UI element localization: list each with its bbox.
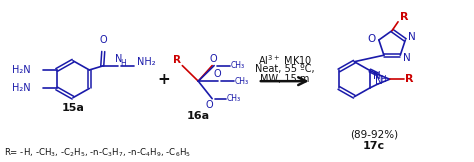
Text: N: N xyxy=(375,76,383,86)
Text: 17c: 17c xyxy=(363,141,385,151)
Text: N: N xyxy=(373,71,381,81)
Text: +: + xyxy=(157,72,170,87)
Text: O: O xyxy=(210,54,217,64)
Text: R: R xyxy=(405,74,414,84)
Text: NH₂: NH₂ xyxy=(137,57,155,67)
Text: H₂N: H₂N xyxy=(12,83,31,93)
Text: CH₃: CH₃ xyxy=(231,61,245,70)
Text: O: O xyxy=(100,35,107,45)
Text: (89-92%): (89-92%) xyxy=(350,130,398,140)
Text: R= -H, -CH$_3$, -C$_2$H$_5$, -n-C$_3$H$_7$, -n-C$_4$H$_9$, -C$_6$H$_5$: R= -H, -CH$_3$, -C$_2$H$_5$, -n-C$_3$H$_… xyxy=(4,147,191,159)
Text: CH₃: CH₃ xyxy=(235,77,249,86)
Text: H: H xyxy=(120,59,126,68)
Text: H₂N: H₂N xyxy=(12,65,31,75)
Text: N: N xyxy=(116,54,123,64)
Text: R: R xyxy=(400,12,408,22)
Text: Neat, 55 ºC,: Neat, 55 ºC, xyxy=(255,64,315,75)
Text: H: H xyxy=(380,75,386,84)
Text: O: O xyxy=(213,69,221,79)
Text: Al$^{3+}$ MK10: Al$^{3+}$ MK10 xyxy=(258,53,312,67)
Text: N: N xyxy=(409,32,416,42)
Text: R: R xyxy=(173,55,182,65)
Text: O: O xyxy=(205,100,213,110)
Text: N: N xyxy=(403,53,411,63)
Text: 15a: 15a xyxy=(62,103,84,113)
Text: MW, 15 m: MW, 15 m xyxy=(260,74,310,84)
Text: 16a: 16a xyxy=(187,111,210,121)
Text: CH₃: CH₃ xyxy=(227,94,241,103)
Text: O: O xyxy=(368,34,376,44)
